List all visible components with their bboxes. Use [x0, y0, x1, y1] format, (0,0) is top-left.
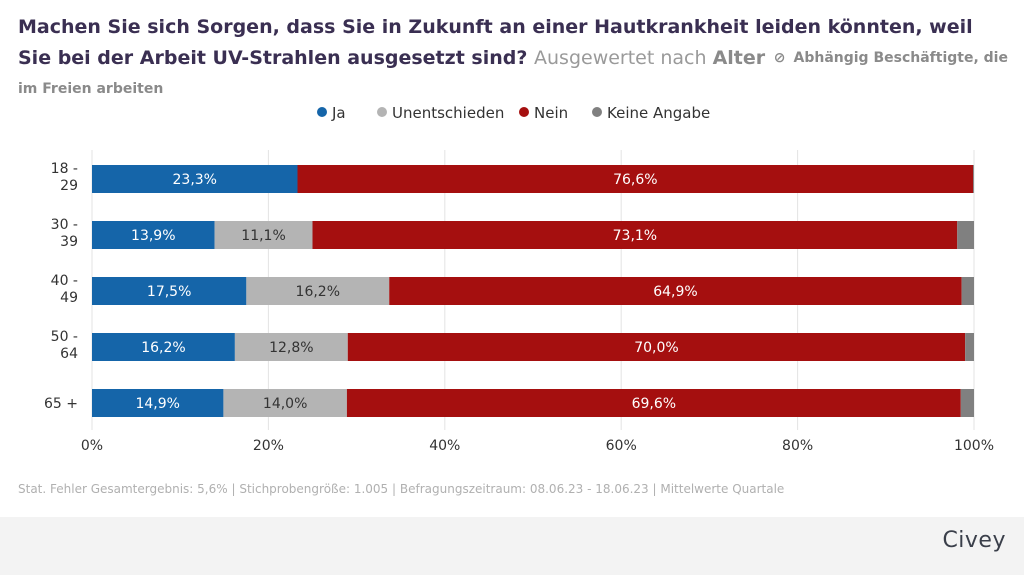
y-axis-labels: 18 -29 30 -39 40 -49 50 -64 65 +	[44, 161, 78, 412]
bar-ja-2[interactable]	[92, 277, 247, 305]
bar-unentschieden-4[interactable]	[223, 389, 347, 417]
legend: Ja Unentschieden Nein Keine Angabe	[317, 104, 710, 122]
legend-marker-unentschieden	[377, 107, 387, 117]
bar-unentschieden-1[interactable]	[214, 221, 313, 249]
data-label: 70,0%	[634, 340, 678, 356]
chart-title: Machen Sie sich Sorgen, dass Sie in Zuku…	[18, 12, 1008, 105]
bar-ja-4[interactable]	[92, 389, 224, 417]
category-label: 65 +	[44, 396, 78, 412]
data-label: 69,6%	[632, 396, 676, 412]
footer-band	[0, 517, 1024, 575]
data-label: 14,0%	[263, 396, 307, 412]
bar-keine-angabe-3[interactable]	[965, 333, 974, 361]
footer-note: Stat. Fehler Gesamtergebnis: 5,6% | Stic…	[18, 482, 785, 496]
bar-nein-2[interactable]	[389, 277, 962, 305]
data-label: 16,2%	[296, 284, 340, 300]
data-label: 17,5%	[147, 284, 191, 300]
bar-nein-3[interactable]	[347, 333, 966, 361]
x-tick-label: 0%	[81, 438, 103, 454]
data-label: 16,2%	[141, 340, 185, 356]
ban-icon: ⊘	[773, 50, 786, 66]
legend-label-ja[interactable]: Ja	[331, 104, 346, 122]
evaluated-dimension: Alter	[712, 47, 766, 69]
bar-nein-0[interactable]	[297, 165, 974, 193]
bar-nein-1[interactable]	[312, 221, 958, 249]
bar-nein-4[interactable]	[346, 389, 961, 417]
category-label: 29	[60, 178, 78, 194]
legend-marker-keine-angabe	[592, 107, 602, 117]
data-label: 13,9%	[131, 228, 175, 244]
category-label: 18 -	[51, 161, 78, 177]
category-label: 64	[60, 346, 78, 362]
bar-keine-angabe-2[interactable]	[961, 277, 974, 305]
evaluated-prefix: Ausgewertet nach	[534, 47, 707, 69]
bar-keine-angabe-1[interactable]	[957, 221, 974, 249]
filter-label[interactable]: Abhängig Beschäftigte, die im Freien arb…	[18, 50, 1008, 97]
category-label: 39	[60, 234, 78, 250]
bar-ja-3[interactable]	[92, 333, 235, 361]
evaluated-by[interactable]: Ausgewertet nach Alter	[534, 47, 765, 69]
category-label: 30 -	[51, 217, 78, 233]
x-tick-label: 100%	[954, 438, 994, 454]
data-label: 11,1%	[241, 228, 285, 244]
x-tick-label: 40%	[429, 438, 460, 454]
x-tick-label: 80%	[782, 438, 813, 454]
category-label: 49	[60, 290, 78, 306]
legend-label-keine-angabe[interactable]: Keine Angabe	[607, 104, 710, 122]
data-label: 12,8%	[269, 340, 313, 356]
bar-unentschieden-3[interactable]	[234, 333, 348, 361]
bar-keine-angabe-0[interactable]	[973, 165, 974, 193]
data-label: 23,3%	[173, 172, 217, 188]
bar-ja-1[interactable]	[92, 221, 215, 249]
category-label: 50 -	[51, 329, 78, 345]
data-label: 14,9%	[135, 396, 179, 412]
question-text: Machen Sie sich Sorgen, dass Sie in Zuku…	[18, 16, 973, 69]
legend-marker-nein	[519, 107, 529, 117]
brand-logo: Civey	[942, 528, 1006, 553]
x-tick-label: 60%	[606, 438, 637, 454]
legend-marker-ja	[317, 107, 327, 117]
bar-unentschieden-2[interactable]	[246, 277, 390, 305]
category-label: 40 -	[51, 273, 78, 289]
bar-ja-0[interactable]	[92, 165, 298, 193]
data-label: 76,6%	[613, 172, 657, 188]
stacked-bar-chart: Ja Unentschieden Nein Keine Angabe 23,3% 76,…	[44, 104, 994, 454]
data-label: 64,9%	[653, 284, 697, 300]
legend-label-unentschieden[interactable]: Unentschieden	[392, 104, 504, 122]
x-tick-label: 20%	[253, 438, 284, 454]
bar-keine-angabe-4[interactable]	[960, 389, 974, 417]
bars: 23,3% 76,6% 13,9% 11,1% 73,1% 17,5% 16,2% 64,9%…	[92, 165, 974, 417]
legend-label-nein[interactable]: Nein	[534, 104, 568, 122]
x-axis-labels: 0% 20% 40% 60% 80% 100%	[81, 438, 994, 454]
data-label: 73,1%	[613, 228, 657, 244]
